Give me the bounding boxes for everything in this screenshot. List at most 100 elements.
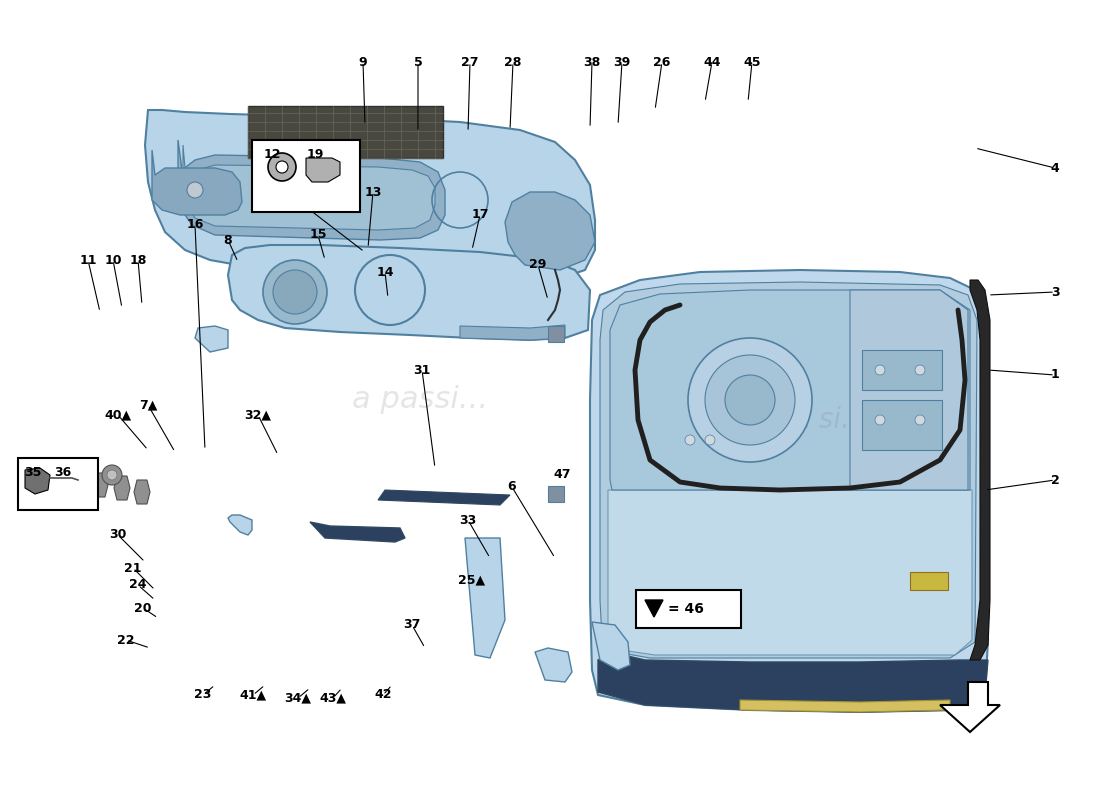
Text: 7▲: 7▲	[139, 398, 157, 411]
Text: 25▲: 25▲	[459, 574, 485, 586]
Bar	[548, 326, 564, 342]
Text: 29: 29	[529, 258, 547, 271]
Text: 30: 30	[109, 529, 126, 542]
Circle shape	[725, 375, 775, 425]
Text: 45: 45	[744, 55, 761, 69]
Text: 8: 8	[223, 234, 232, 246]
Polygon shape	[592, 622, 630, 670]
Text: 20: 20	[134, 602, 152, 614]
Polygon shape	[92, 473, 108, 497]
Circle shape	[263, 260, 327, 324]
Text: = 46: = 46	[668, 602, 704, 616]
Text: 26: 26	[653, 55, 671, 69]
Text: 42: 42	[374, 689, 392, 702]
Text: 2: 2	[1050, 474, 1059, 486]
Circle shape	[874, 365, 886, 375]
Polygon shape	[25, 468, 50, 494]
Bar	[248, 106, 443, 158]
Text: 41▲: 41▲	[240, 689, 266, 702]
Text: 17: 17	[471, 209, 488, 222]
Text: 10: 10	[104, 254, 122, 266]
Text: 11: 11	[79, 254, 97, 266]
Polygon shape	[610, 290, 970, 490]
Text: 12: 12	[263, 149, 280, 162]
Circle shape	[915, 415, 925, 425]
Circle shape	[705, 355, 795, 445]
Polygon shape	[378, 490, 510, 505]
Circle shape	[915, 365, 925, 375]
Text: 32▲: 32▲	[244, 409, 272, 422]
Text: 19: 19	[306, 149, 323, 162]
Text: 36: 36	[54, 466, 72, 478]
Polygon shape	[310, 522, 405, 542]
Polygon shape	[465, 538, 505, 658]
Polygon shape	[598, 652, 988, 712]
Text: 23: 23	[195, 689, 211, 702]
Text: 4: 4	[1050, 162, 1059, 174]
Circle shape	[705, 435, 715, 445]
Polygon shape	[608, 490, 972, 655]
Circle shape	[268, 153, 296, 181]
Polygon shape	[970, 280, 990, 660]
Text: 6: 6	[508, 481, 516, 494]
Polygon shape	[228, 245, 590, 340]
Text: 31: 31	[414, 363, 431, 377]
Polygon shape	[152, 150, 242, 215]
Text: 47: 47	[553, 469, 571, 482]
Polygon shape	[460, 325, 565, 340]
Text: 43▲: 43▲	[319, 691, 346, 705]
Polygon shape	[195, 326, 228, 352]
Polygon shape	[600, 282, 977, 658]
Polygon shape	[306, 158, 340, 182]
Polygon shape	[645, 600, 663, 617]
Text: 22: 22	[118, 634, 134, 646]
Text: 40▲: 40▲	[104, 409, 132, 422]
Text: 44: 44	[703, 55, 720, 69]
FancyBboxPatch shape	[636, 590, 741, 628]
FancyBboxPatch shape	[18, 458, 98, 510]
Polygon shape	[145, 110, 595, 282]
Text: 35: 35	[24, 466, 42, 478]
Polygon shape	[535, 648, 572, 682]
Text: 28: 28	[504, 55, 521, 69]
Text: 38: 38	[583, 55, 601, 69]
FancyBboxPatch shape	[252, 140, 360, 212]
Circle shape	[273, 270, 317, 314]
Circle shape	[688, 338, 812, 462]
Circle shape	[102, 465, 122, 485]
Polygon shape	[178, 140, 446, 240]
Text: 9: 9	[359, 55, 367, 69]
Text: 3: 3	[1050, 286, 1059, 298]
Circle shape	[187, 182, 204, 198]
Polygon shape	[114, 476, 130, 500]
Text: 13: 13	[364, 186, 382, 198]
Text: 33: 33	[460, 514, 476, 526]
Circle shape	[685, 435, 695, 445]
Text: 5: 5	[414, 55, 422, 69]
Text: 34▲: 34▲	[285, 691, 311, 705]
Polygon shape	[183, 145, 434, 230]
Polygon shape	[590, 270, 988, 712]
Text: a passi...: a passi...	[352, 386, 488, 414]
Polygon shape	[134, 480, 150, 504]
Text: part si...: part si...	[752, 406, 867, 434]
Bar	[862, 350, 942, 390]
Polygon shape	[740, 700, 950, 712]
Text: 24: 24	[130, 578, 146, 591]
Bar	[548, 486, 564, 502]
Text: 1: 1	[1050, 369, 1059, 382]
Polygon shape	[940, 682, 1000, 732]
Text: 16: 16	[186, 218, 204, 231]
Text: 39: 39	[614, 55, 630, 69]
Bar	[910, 572, 948, 590]
Polygon shape	[228, 515, 252, 535]
Circle shape	[276, 161, 288, 173]
Circle shape	[874, 415, 886, 425]
Circle shape	[107, 470, 117, 480]
Text: 18: 18	[130, 254, 146, 266]
Text: 14: 14	[376, 266, 394, 278]
Text: 37: 37	[404, 618, 420, 631]
Polygon shape	[850, 290, 968, 490]
Text: 15: 15	[309, 229, 327, 242]
Text: 27: 27	[461, 55, 478, 69]
